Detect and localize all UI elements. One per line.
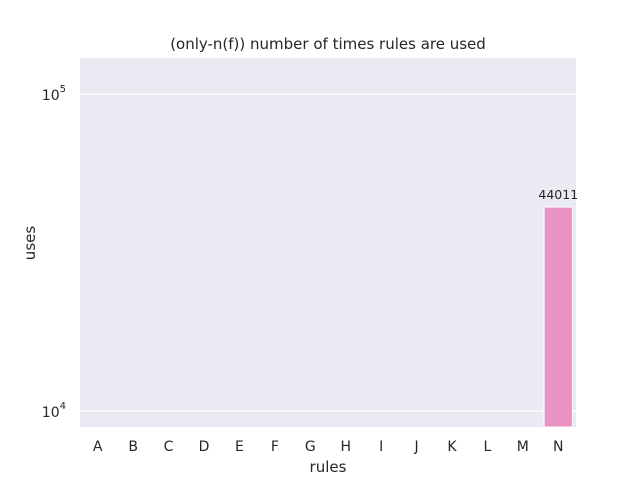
data-labels: 44011 <box>538 187 578 202</box>
y-tick-labels: 104 105 <box>42 84 66 421</box>
x-tick-label: N <box>553 439 563 455</box>
x-tick-label: G <box>305 439 316 455</box>
x-tick-label: B <box>128 439 138 455</box>
data-label-N: 44011 <box>538 187 578 202</box>
x-tick-label: K <box>447 439 457 455</box>
chart-title: (only-n(f)) number of times rules are us… <box>170 35 486 53</box>
x-tick-label: H <box>340 439 351 455</box>
x-tick-label: I <box>379 439 383 455</box>
x-tick-label: A <box>93 439 103 455</box>
x-tick-label: J <box>414 439 419 455</box>
plot-area <box>80 58 576 427</box>
bars <box>543 206 573 428</box>
x-tick-label: E <box>235 439 244 455</box>
x-tick-label: F <box>271 439 279 455</box>
x-tick-labels: A B C D E F G H I J K L M N <box>93 439 564 455</box>
x-tick-label: M <box>517 439 529 455</box>
x-tick-label: D <box>199 439 210 455</box>
y-tick-label: 104 <box>42 401 66 421</box>
x-axis-label: rules <box>310 458 347 476</box>
x-tick-label: L <box>484 439 492 455</box>
y-tick-label: 105 <box>42 84 66 104</box>
x-tick-label: C <box>164 439 174 455</box>
bar-N <box>543 206 573 428</box>
y-axis-label: uses <box>21 226 39 261</box>
gridlines <box>80 93 576 412</box>
